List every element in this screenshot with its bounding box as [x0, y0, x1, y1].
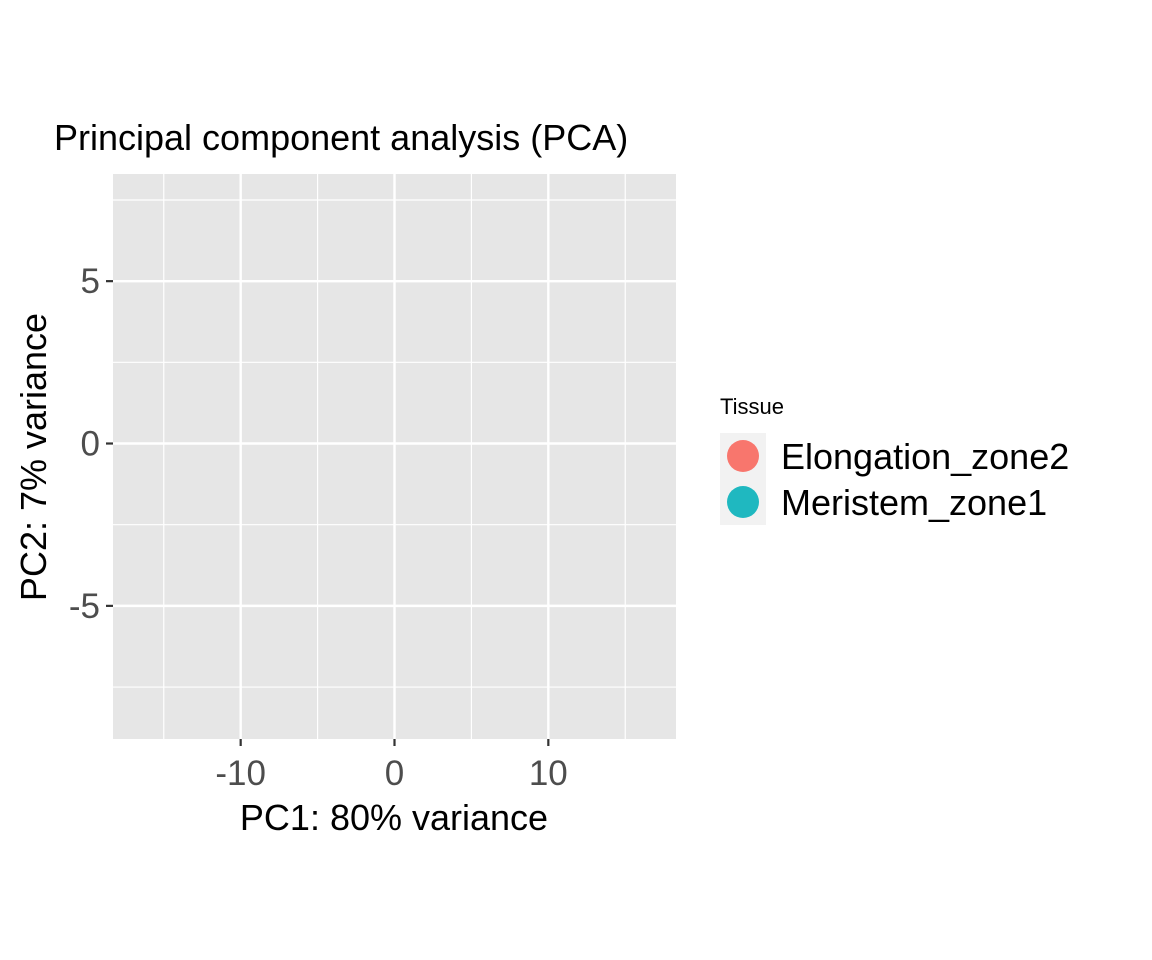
x-axis: -10 0 10 — [215, 739, 568, 793]
y-tick-label: 0 — [81, 425, 100, 464]
y-tick-label: -5 — [69, 587, 100, 626]
chart-title: Principal component analysis (PCA) — [54, 117, 628, 158]
legend-key-1 — [727, 440, 759, 472]
legend-key-2 — [727, 486, 759, 518]
legend: Tissue Elongation_zone2 Meristem_zone1 — [720, 394, 1069, 525]
y-axis-title: PC2: 7% variance — [13, 313, 54, 601]
legend-title: Tissue — [720, 394, 784, 419]
x-tick-label: -10 — [215, 754, 266, 793]
x-axis-title: PC1: 80% variance — [240, 797, 548, 838]
y-axis: -5 0 5 — [69, 262, 113, 626]
x-tick-label: 10 — [529, 754, 568, 793]
x-tick-label: 0 — [385, 754, 404, 793]
legend-label-1: Elongation_zone2 — [781, 436, 1069, 477]
major-gridlines — [113, 174, 676, 739]
y-tick-label: 5 — [81, 262, 100, 301]
legend-label-2: Meristem_zone1 — [781, 482, 1047, 523]
